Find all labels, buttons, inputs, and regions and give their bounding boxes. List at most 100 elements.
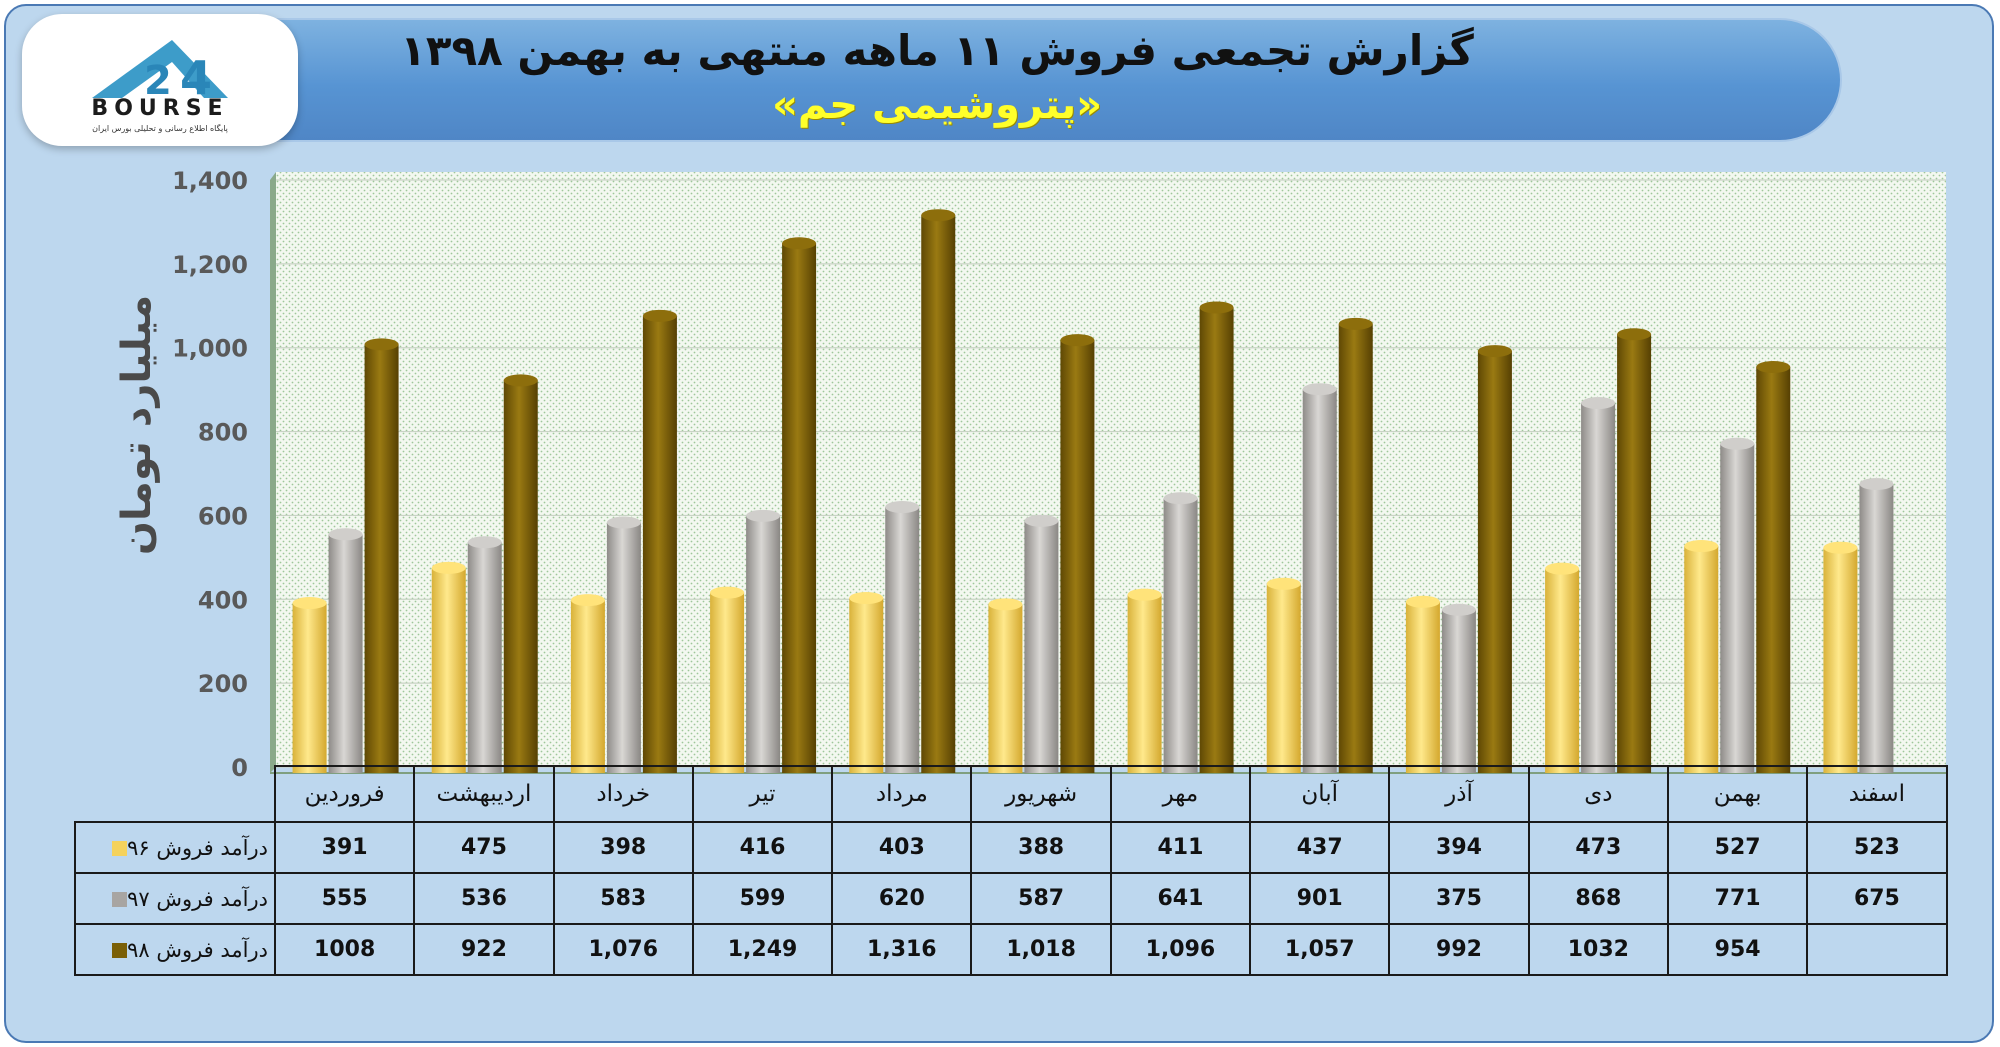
bar-cap [782, 237, 817, 250]
bar-cap [1756, 361, 1791, 374]
bar-body [710, 592, 745, 773]
data-label: 922 [413, 923, 555, 976]
chart-subtitle: «پتروشیمی جم» [772, 82, 1102, 128]
bar-cap [1617, 328, 1652, 341]
svg-text:2: 2 [144, 58, 172, 104]
bar-body [1684, 546, 1719, 773]
data-label: 1008 [273, 923, 416, 976]
data-label: 398 [552, 821, 694, 874]
y-tick-label: 200 [198, 670, 248, 698]
bar-body [746, 515, 781, 773]
bar [1266, 577, 1301, 773]
bar-body [988, 604, 1023, 773]
bar [606, 516, 641, 773]
logo-text: BOURSE [91, 96, 229, 121]
bar [1024, 514, 1059, 773]
bar-cap [1859, 477, 1894, 490]
data-label: 675 [1806, 872, 1948, 925]
data-label: 1,316 [831, 923, 973, 976]
data-table: فروردین اردیبهشت خرداد تیر مرداد شهریور مهر آبا… [74, 765, 1948, 976]
data-label: 437 [1249, 821, 1391, 874]
bar-cap [431, 561, 466, 574]
grid-lines [270, 179, 1946, 774]
bar-body [1720, 443, 1755, 773]
bar [1302, 383, 1337, 773]
bar [746, 509, 781, 773]
x-tick-label: دی [1527, 765, 1669, 823]
bar-body [1477, 351, 1512, 773]
x-tick-label: تیر [691, 765, 834, 823]
data-label: 394 [1388, 821, 1530, 874]
bar-cap [467, 536, 502, 549]
bar-body [431, 567, 466, 773]
x-tick-label: مهر [1109, 765, 1252, 823]
bar [710, 586, 745, 773]
plot-area [270, 172, 1946, 773]
bar-cap [1302, 383, 1337, 396]
plot-left-wall [270, 172, 276, 773]
bar-body [364, 344, 399, 773]
bourse-logo: 4 2 BOURSE پایگاه اطلاع رسانی و تحلیلی ب… [22, 14, 298, 146]
bar [1338, 317, 1373, 773]
data-label: 527 [1666, 821, 1809, 874]
data-label: 1,076 [552, 923, 694, 976]
data-label: 375 [1388, 872, 1530, 925]
bar-cap [746, 509, 781, 522]
bar-cap [1441, 603, 1476, 616]
bar [988, 598, 1023, 773]
legend-swatch [112, 891, 128, 907]
bar [1720, 437, 1755, 773]
data-label: 1032 [1527, 923, 1669, 976]
bar-body [467, 542, 502, 773]
bar-cap [570, 594, 605, 607]
x-tick-label: فروردین [273, 765, 416, 823]
svg-text:4: 4 [180, 51, 212, 104]
data-label: 416 [691, 821, 834, 874]
bar-body [1545, 568, 1580, 773]
x-tick-label: اسفند [1806, 765, 1948, 823]
bar [1823, 541, 1858, 773]
bar-body [1024, 520, 1059, 773]
y-tick-label: 1,400 [172, 167, 248, 195]
bar-body [642, 315, 677, 773]
table-row: درآمد فروش ۹۸ 1008 922 1,076 1,249 1,316 1,018… [74, 923, 1948, 976]
bar-body [1441, 609, 1476, 773]
legend-entry: درآمد فروش ۹۷ [74, 872, 276, 925]
bar [1163, 492, 1198, 773]
y-tick-label: 400 [198, 586, 248, 614]
bar-cap [1266, 577, 1301, 590]
x-tick-label: آذر [1388, 765, 1530, 823]
data-label: 954 [1666, 923, 1809, 976]
bar-body [1859, 483, 1894, 773]
bar-cap [1477, 345, 1512, 358]
bar-cap [1684, 540, 1719, 553]
bar-body [1302, 389, 1337, 773]
bar [431, 561, 466, 773]
bar-body [1405, 601, 1440, 773]
bar-cap [503, 374, 538, 387]
data-label: 641 [1109, 872, 1252, 925]
bar-cap [1405, 595, 1440, 608]
bar-body [1756, 367, 1791, 773]
data-label: 901 [1249, 872, 1391, 925]
data-label: 583 [552, 872, 694, 925]
data-label: 555 [273, 872, 416, 925]
data-label [1806, 923, 1948, 976]
bar [921, 209, 956, 774]
bar-body [606, 522, 641, 773]
data-label: 411 [1109, 821, 1252, 874]
legend-swatch [112, 942, 128, 958]
bar-cap [710, 586, 745, 599]
bar-cap [1823, 541, 1858, 554]
data-label: 1,249 [691, 923, 834, 976]
bar [849, 592, 884, 773]
bar-cap [606, 516, 641, 529]
bar [570, 594, 605, 773]
bar [885, 501, 920, 773]
logo-tagline: پایگاه اطلاع رسانی و تحلیلی بورس ایران [92, 124, 228, 133]
legend-entry: درآمد فروش ۹۶ [74, 821, 276, 874]
bar-body [1823, 547, 1858, 773]
bar-cap [921, 209, 956, 222]
bar-cap [849, 592, 884, 605]
bar-body [921, 215, 956, 774]
